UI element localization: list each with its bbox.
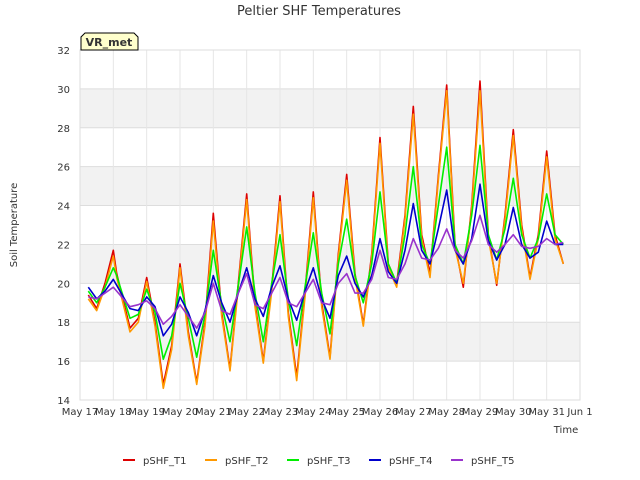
badge-label: VR_met — [86, 36, 133, 49]
x-tick-label: May 17 — [62, 407, 99, 418]
vr-met-badge: VR_met — [80, 32, 139, 51]
x-tick-label: May 23 — [262, 407, 299, 418]
y-tick-label: 28 — [57, 124, 70, 135]
x-tick-label: May 19 — [128, 407, 165, 418]
series-line-pSHF_T4 — [87, 183, 564, 337]
series-line-pSHF_T3 — [87, 144, 564, 360]
plot-band — [80, 88, 580, 128]
legend-item-pSHF_T1: pSHF_T1 — [123, 456, 186, 467]
x-tick-label: May 18 — [95, 407, 132, 418]
y-tick-label: 32 — [57, 46, 70, 57]
y-tick-label: 20 — [57, 279, 70, 290]
x-tick-label: May 24 — [295, 407, 332, 418]
y-axis: 14 16 18 20 22 24 26 28 30 32 — [57, 46, 70, 407]
series-line-pSHF_T2 — [87, 90, 565, 390]
x-axis-label: Time — [553, 425, 578, 436]
y-tick-label: 18 — [57, 318, 70, 329]
plot-band — [80, 50, 580, 89]
y-tick-label: 22 — [57, 240, 70, 251]
legend-item-pSHF_T2: pSHF_T2 — [205, 456, 268, 467]
y-tick-label: 26 — [57, 163, 70, 174]
x-tick-label: May 25 — [328, 407, 365, 418]
y-tick-label: 14 — [57, 396, 70, 407]
legend-label: pSHF_T2 — [225, 456, 268, 467]
x-tick-label: May 28 — [428, 407, 465, 418]
x-tick-label: May 27 — [395, 407, 432, 418]
y-tick-label: 16 — [57, 357, 70, 368]
x-tick-label: May 31 — [528, 407, 565, 418]
plot-band — [80, 166, 580, 206]
legend-label: pSHF_T1 — [143, 456, 186, 467]
legend-label: pSHF_T4 — [389, 456, 432, 467]
y-axis-label: Soil Temperature — [9, 183, 20, 268]
legend-item-pSHF_T4: pSHF_T4 — [369, 456, 432, 467]
grid — [79, 49, 581, 401]
plot-band — [80, 127, 580, 167]
x-tick-label: May 30 — [495, 407, 532, 418]
series-line-pSHF_T5 — [88, 214, 564, 329]
x-tick-label: May 21 — [195, 407, 232, 418]
legend-item-pSHF_T5: pSHF_T5 — [451, 456, 514, 467]
x-tick-label: May 22 — [228, 407, 265, 418]
series-lines — [87, 80, 565, 390]
chart-title: Peltier SHF Temperatures — [237, 4, 401, 19]
plot-frame — [79, 49, 581, 401]
plot-band — [80, 361, 580, 400]
x-tick-label: May 20 — [162, 407, 199, 418]
plot-band — [80, 244, 580, 284]
x-tick-label: Jun 1 — [566, 407, 592, 418]
plot-band — [80, 205, 580, 245]
x-tick-label: May 26 — [362, 407, 399, 418]
x-tick-label: May 29 — [462, 407, 499, 418]
y-tick-label: 24 — [57, 202, 70, 213]
legend-label: pSHF_T3 — [307, 456, 350, 467]
legend-item-pSHF_T3: pSHF_T3 — [287, 456, 350, 467]
legend: pSHF_T1 pSHF_T2 pSHF_T3 pSHF_T4 pSHF_T5 — [123, 456, 514, 467]
plot-background — [80, 50, 580, 400]
y-tick-label: 30 — [57, 85, 70, 96]
legend-label: pSHF_T5 — [471, 456, 514, 467]
